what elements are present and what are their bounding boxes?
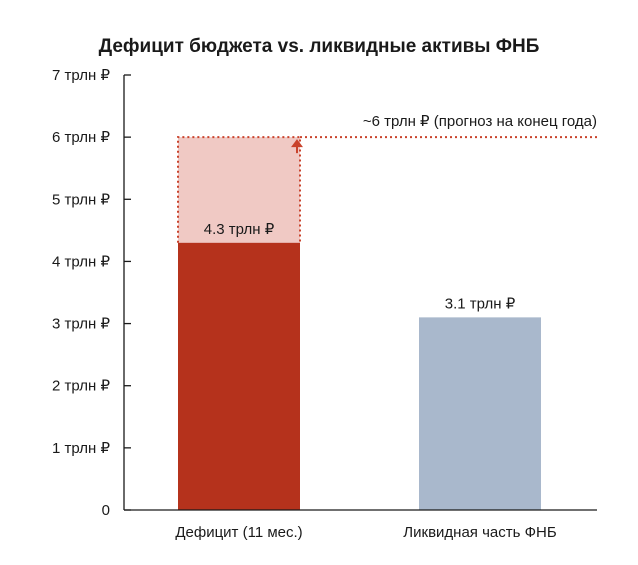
y-tick-label: 7 трлн ₽ [52,67,110,84]
x-category-label: Ликвидная часть ФНБ [403,524,557,541]
bars-layer [178,242,541,511]
bar [419,317,541,510]
y-tick-label: 3 трлн ₽ [52,316,110,333]
forecast-bar-extension [178,137,300,243]
y-tick-label: 4 трлн ₽ [52,253,110,270]
forecast-label: ~6 трлн ₽ (прогноз на конец года) [363,113,597,130]
forecast-arrow-icon [291,139,303,148]
chart-title: Дефицит бюджета vs. ликвидные активы ФНБ [99,36,540,57]
forecast-layer: ~6 трлн ₽ (прогноз на конец года) [177,113,597,243]
bar-data-label: 3.1 трлн ₽ [445,295,516,312]
y-tick-label: 1 трлн ₽ [52,440,110,457]
y-axis: 0 1 трлн ₽ 2 трлн ₽ 3 трлн ₽ 4 трлн ₽ 5 трлн … [52,67,131,519]
x-category-label: Дефицит (11 мес.) [175,524,302,541]
bar-data-label: 4.3 трлн ₽ [204,221,275,238]
y-tick-label: 2 трлн ₽ [52,378,110,395]
y-tick-label: 0 [102,502,110,519]
data-labels-layer: 4.3 трлн ₽ 3.1 трлн ₽ [204,221,516,313]
bar [178,242,300,511]
y-tick-label: 6 трлн ₽ [52,129,110,146]
y-tick-label: 5 трлн ₽ [52,191,110,208]
x-axis: Дефицит (11 мес.) Ликвидная часть ФНБ [124,509,597,541]
forecast-dotted-outline [177,136,301,243]
